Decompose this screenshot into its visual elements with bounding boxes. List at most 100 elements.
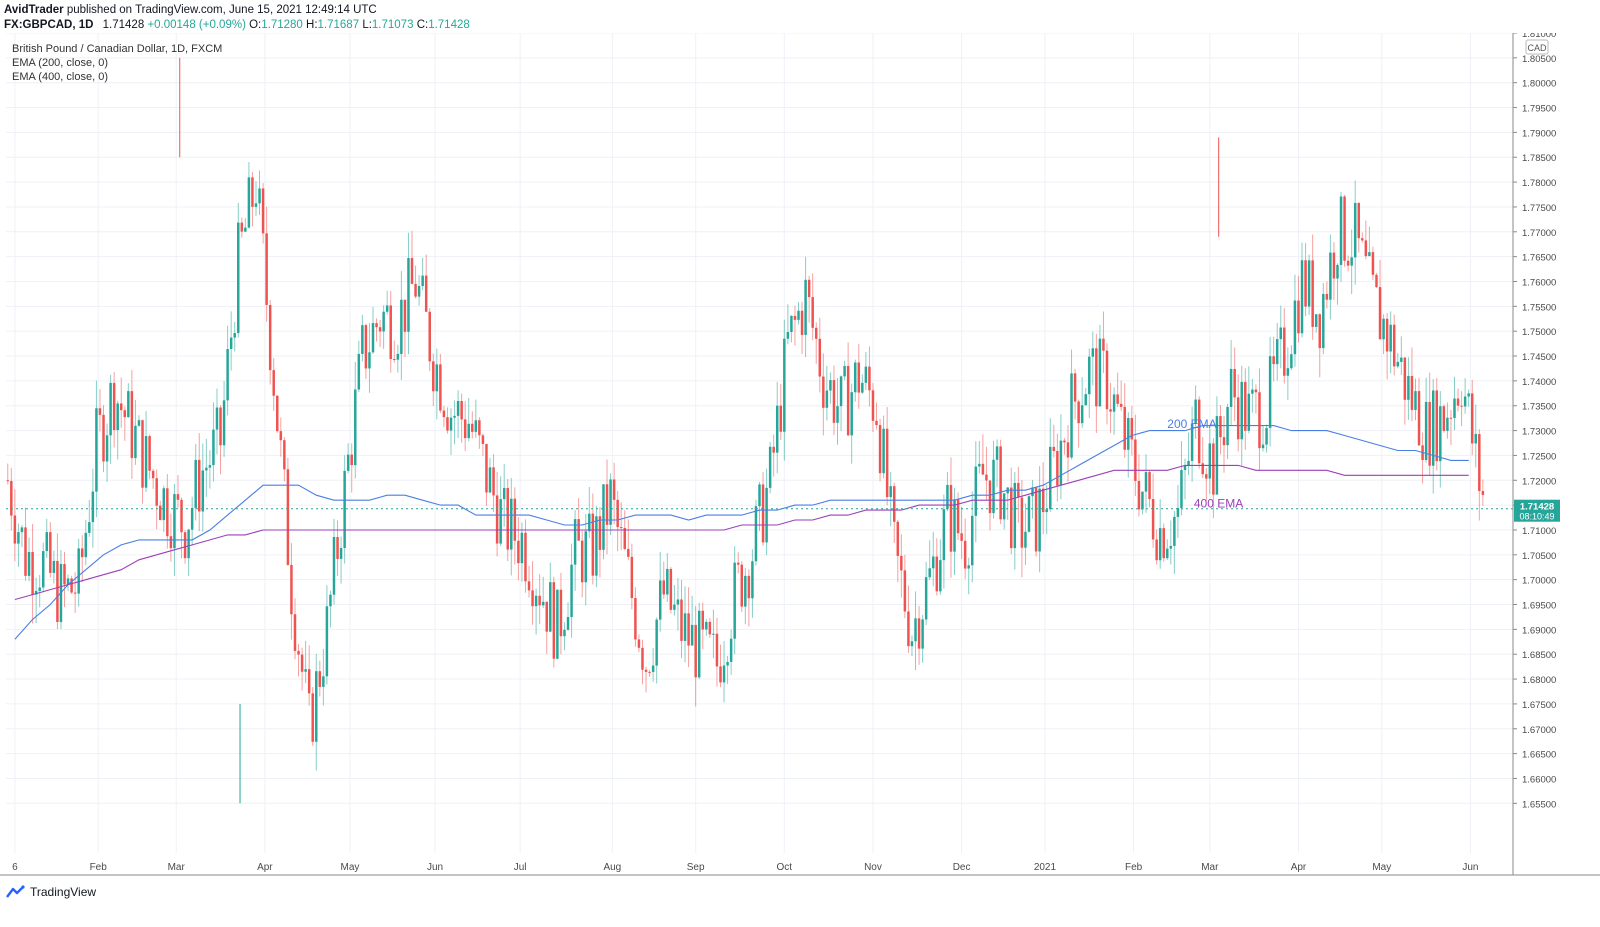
candle-body	[1311, 260, 1314, 327]
x-tick-label: Feb	[1125, 862, 1143, 873]
candle-body	[1205, 474, 1208, 479]
candle-body	[981, 463, 985, 475]
candle-body	[736, 562, 740, 565]
y-tick-label: 1.77000	[1522, 228, 1556, 239]
candle-body	[1077, 401, 1080, 424]
candle-body	[77, 548, 80, 594]
candle-body	[800, 310, 804, 335]
candle-body	[995, 446, 999, 460]
y-tick-label: 1.79000	[1522, 128, 1556, 139]
candle-body	[84, 532, 88, 558]
candle-body	[105, 435, 109, 462]
candle-body	[641, 647, 644, 670]
candle-body	[549, 582, 552, 632]
chart-legend: British Pound / Canadian Dollar, 1D, FXC…	[12, 42, 222, 84]
legend-ema400[interactable]: EMA (400, close, 0)	[12, 71, 108, 83]
candle-body	[1403, 357, 1407, 400]
candle-body	[95, 408, 98, 492]
ema400-annotation: 400 EMA	[1194, 497, 1243, 511]
candle-body	[268, 304, 272, 371]
candle-body	[744, 575, 747, 607]
candle-body	[52, 560, 56, 573]
candle-body	[591, 513, 595, 576]
candle-body	[953, 499, 956, 552]
candle-body	[1258, 392, 1261, 449]
candle-body	[683, 613, 687, 641]
candle-body	[1013, 482, 1017, 549]
candle-body	[779, 405, 783, 432]
candle-body	[1236, 397, 1240, 440]
candle-body	[240, 222, 244, 232]
candle-body	[233, 333, 236, 338]
y-tick-label: 1.68500	[1522, 650, 1556, 661]
candle-body	[605, 484, 609, 525]
candle-body	[733, 562, 736, 639]
candle-body	[900, 555, 903, 571]
candle-body	[1272, 356, 1275, 365]
candle-body	[857, 362, 861, 393]
candle-body	[722, 665, 726, 683]
candle-body	[116, 403, 119, 431]
candle-body	[1127, 418, 1130, 450]
candle-body	[180, 499, 183, 533]
candle-body	[1219, 416, 1222, 438]
candle-body	[726, 661, 729, 666]
candle-body	[1027, 496, 1031, 532]
candle-body	[850, 392, 853, 436]
candle-body	[1244, 381, 1247, 431]
y-tick-label: 1.65500	[1522, 799, 1556, 810]
candle-body	[446, 417, 449, 431]
candle-body	[1073, 373, 1077, 402]
candle-body	[1389, 324, 1392, 352]
candle-body	[712, 633, 715, 635]
legend-ema200[interactable]: EMA (200, close, 0)	[12, 57, 108, 69]
candle-body	[1063, 440, 1066, 443]
candle-body	[471, 423, 474, 432]
candle-body	[616, 499, 619, 528]
candle-body	[570, 564, 573, 618]
candle-body	[428, 311, 431, 362]
candle-body	[1066, 442, 1070, 458]
candle-body	[190, 507, 194, 530]
candle-body	[793, 315, 797, 320]
candle-body	[541, 601, 545, 606]
candle-body	[531, 590, 534, 607]
candle-body	[1431, 390, 1435, 466]
candle-body	[939, 560, 942, 592]
candle-body	[286, 469, 290, 565]
candle-body	[1385, 318, 1389, 352]
candle-body	[318, 671, 322, 687]
y-tick-label: 1.70500	[1522, 551, 1556, 562]
candle-body	[346, 454, 350, 471]
candle-body	[1446, 417, 1449, 431]
candle-body	[846, 365, 850, 436]
x-tick-label: May	[340, 862, 359, 873]
candle-body	[942, 509, 946, 561]
candle-body	[1134, 439, 1137, 481]
candle-body	[556, 589, 559, 659]
candle-body	[332, 536, 336, 595]
candle-body	[580, 540, 584, 583]
candle-body	[1283, 327, 1286, 376]
candle-body	[272, 370, 275, 396]
candle-body	[251, 177, 254, 207]
candle-body	[946, 484, 949, 510]
legend-title: British Pound / Canadian Dollar, 1D, FXC…	[12, 43, 223, 55]
candle-body	[1275, 339, 1279, 365]
x-tick-label: Mar	[1201, 862, 1219, 873]
candle-body	[598, 516, 602, 550]
candle-body	[361, 325, 364, 354]
candle-body	[747, 575, 751, 599]
candle-body	[144, 436, 148, 488]
candle-body	[893, 486, 896, 522]
price-chart[interactable]: 200 EMA 400 EMA 1.81000 1.80500 1.80000 1.79…	[0, 33, 1600, 883]
candle-body	[644, 669, 648, 672]
y-tick-label: 1.73000	[1522, 427, 1556, 438]
candle-body	[822, 376, 825, 408]
candle-body	[219, 407, 222, 446]
candle-body	[439, 364, 442, 411]
candle-body	[162, 488, 166, 521]
symbol-label[interactable]: FX:GBPCAD, 1D	[4, 19, 94, 31]
currency-badge	[1525, 39, 1549, 55]
open-value: 1.71280	[261, 19, 303, 31]
